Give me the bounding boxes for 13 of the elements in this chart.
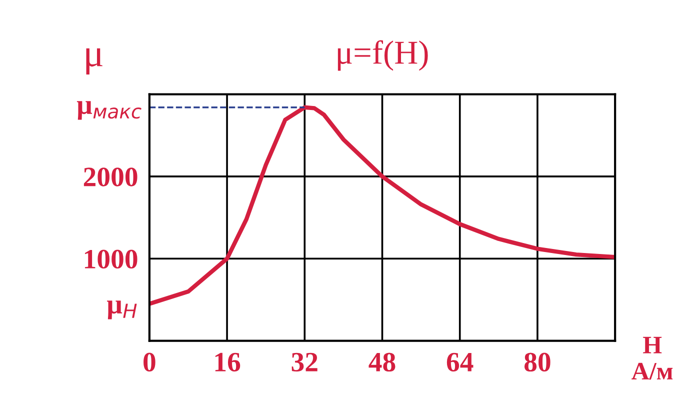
y-axis-title: μ [86,48,102,75]
y-tick-label: 2000 [84,168,138,186]
x-axis-title: H А/м [632,336,673,380]
x-tick-label: 0 [144,352,156,372]
x-tick-label: 48 [368,352,396,372]
chart-title: μ=f(H) [338,40,428,71]
y-tick-label: 1000 [84,250,138,269]
x-tick-label: 16 [215,352,240,372]
x-tick-label: 32 [292,352,318,372]
x-tick-label: 80 [524,352,550,372]
ref-line-label: μ$_{макс}$ [76,101,142,120]
x-tick-label: 64 [446,352,474,372]
y-tick-label: μ$_{H}$ [107,300,137,320]
